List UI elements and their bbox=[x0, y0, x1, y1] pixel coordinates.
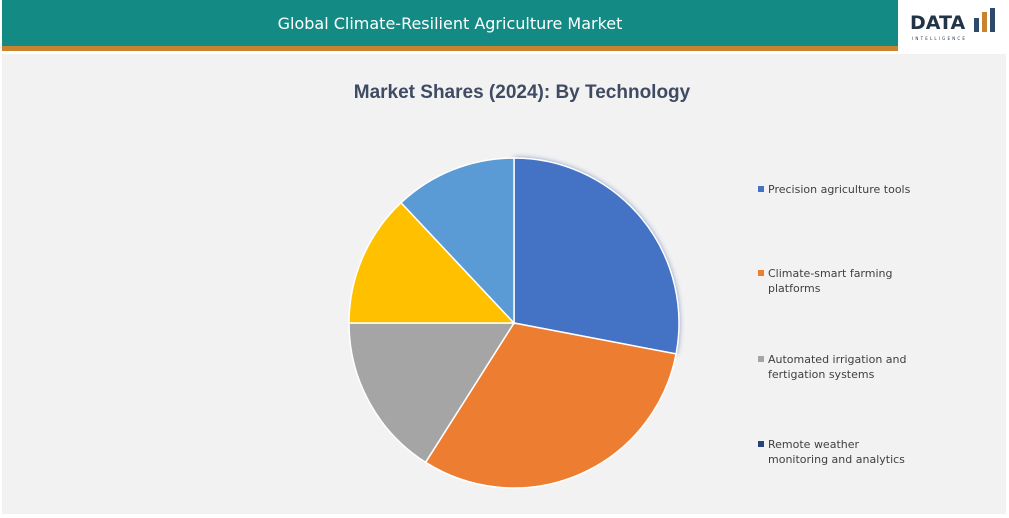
pie-slice-1 bbox=[513, 157, 680, 355]
legend-item: Precision agriculture tools bbox=[758, 182, 918, 197]
legend-swatch bbox=[758, 441, 764, 447]
legend-label: Climate-smart farming platforms bbox=[768, 267, 893, 295]
logo-word: DATA bbox=[910, 12, 966, 34]
pie-chart bbox=[348, 157, 680, 489]
pie-slice-3 bbox=[348, 322, 516, 464]
legend-item: Remote weather monitoring and analytics bbox=[758, 437, 918, 467]
legend-swatch bbox=[758, 186, 764, 192]
header-rule bbox=[2, 46, 898, 51]
legend-label: Automated irrigation and fertigation sys… bbox=[768, 353, 907, 381]
pie-slice-4 bbox=[348, 201, 516, 324]
chart-title: Market Shares (2024): By Technology bbox=[353, 82, 691, 103]
logo-subtitle: INTELLIGENCE bbox=[912, 36, 968, 41]
legend-item: Automated irrigation and fertigation sys… bbox=[758, 352, 918, 382]
chart-panel: Market Shares (2024): By Technology Prec… bbox=[2, 54, 1006, 514]
logo-bars-icon bbox=[974, 8, 995, 32]
legend-item: Climate-smart farming platforms bbox=[758, 266, 918, 296]
legend-swatch bbox=[758, 356, 764, 362]
legend-swatch bbox=[758, 270, 764, 276]
header-bar: Global Climate-Resilient Agriculture Mar… bbox=[2, 0, 898, 46]
pie-slice-5 bbox=[399, 157, 515, 325]
header-title: Global Climate-Resilient Agriculture Mar… bbox=[277, 13, 623, 33]
legend-label: Remote weather monitoring and analytics bbox=[768, 438, 905, 466]
data-intelligence-logo: DATA INTELLIGENCE bbox=[900, 0, 1008, 52]
legend-label: Precision agriculture tools bbox=[768, 183, 911, 196]
